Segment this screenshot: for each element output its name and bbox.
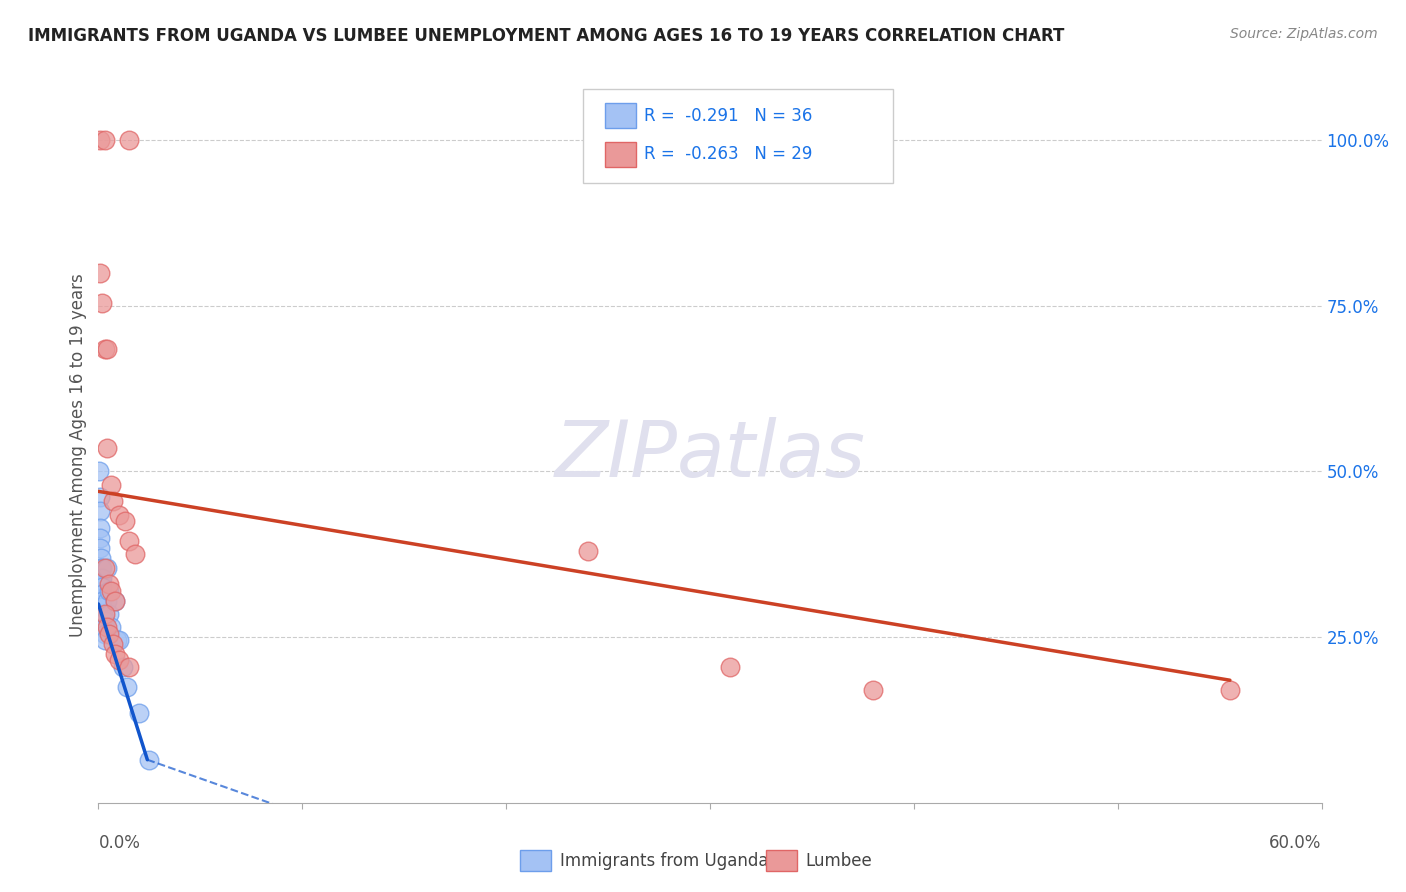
- Point: [91, 581, 114, 595]
- Point: [100, 620, 122, 634]
- Point: [91, 600, 114, 615]
- Point: [128, 706, 150, 721]
- Text: R =  -0.291   N = 36: R = -0.291 N = 36: [644, 107, 813, 125]
- Point: [114, 514, 136, 528]
- Point: [1219, 683, 1241, 698]
- Text: Source: ZipAtlas.com: Source: ZipAtlas.com: [1230, 27, 1378, 41]
- Point: [108, 633, 131, 648]
- Point: [91, 570, 114, 584]
- Point: [115, 680, 138, 694]
- Text: Lumbee: Lumbee: [806, 852, 872, 870]
- Point: [89, 541, 111, 555]
- Point: [104, 647, 127, 661]
- Text: 60.0%: 60.0%: [1270, 834, 1322, 852]
- Point: [108, 653, 131, 667]
- Point: [89, 521, 111, 535]
- Point: [90, 570, 112, 584]
- Point: [93, 607, 115, 621]
- Point: [90, 577, 112, 591]
- Point: [96, 342, 118, 356]
- Point: [118, 133, 141, 147]
- Point: [93, 620, 115, 634]
- Point: [91, 607, 114, 621]
- Point: [89, 531, 111, 545]
- Point: [91, 593, 114, 607]
- Point: [101, 637, 124, 651]
- Point: [91, 560, 114, 574]
- Point: [97, 583, 120, 598]
- Point: [91, 587, 114, 601]
- Point: [93, 560, 115, 574]
- Point: [111, 660, 134, 674]
- Point: [96, 442, 118, 456]
- Point: [96, 593, 118, 607]
- Text: ZIPatlas: ZIPatlas: [554, 417, 866, 493]
- Point: [96, 620, 118, 634]
- Point: [576, 544, 599, 558]
- Point: [124, 547, 146, 561]
- Point: [93, 633, 115, 648]
- Point: [100, 583, 122, 598]
- Point: [105, 633, 128, 648]
- Point: [100, 477, 122, 491]
- Point: [720, 660, 742, 674]
- Point: [93, 610, 115, 624]
- Point: [97, 627, 120, 641]
- Point: [90, 550, 112, 565]
- Point: [97, 577, 120, 591]
- Point: [108, 508, 131, 522]
- Point: [104, 593, 127, 607]
- Point: [91, 620, 114, 634]
- Text: 0.0%: 0.0%: [98, 834, 141, 852]
- Text: Immigrants from Uganda: Immigrants from Uganda: [560, 852, 768, 870]
- Point: [118, 660, 141, 674]
- Y-axis label: Unemployment Among Ages 16 to 19 years: Unemployment Among Ages 16 to 19 years: [69, 273, 87, 637]
- Point: [97, 607, 120, 621]
- Text: R =  -0.263   N = 29: R = -0.263 N = 29: [644, 145, 813, 163]
- Point: [89, 133, 111, 147]
- Point: [90, 560, 112, 574]
- Point: [96, 560, 118, 574]
- Point: [93, 627, 115, 641]
- Point: [101, 494, 124, 508]
- Point: [138, 753, 160, 767]
- Point: [89, 266, 111, 280]
- Point: [89, 465, 111, 479]
- Point: [93, 133, 115, 147]
- Point: [862, 683, 884, 698]
- Point: [91, 614, 114, 628]
- Point: [118, 534, 141, 549]
- Point: [93, 614, 115, 628]
- Text: IMMIGRANTS FROM UGANDA VS LUMBEE UNEMPLOYMENT AMONG AGES 16 TO 19 YEARS CORRELAT: IMMIGRANTS FROM UGANDA VS LUMBEE UNEMPLO…: [28, 27, 1064, 45]
- Point: [91, 295, 114, 310]
- Point: [89, 490, 111, 504]
- Point: [93, 342, 115, 356]
- Point: [89, 504, 111, 518]
- Point: [104, 593, 127, 607]
